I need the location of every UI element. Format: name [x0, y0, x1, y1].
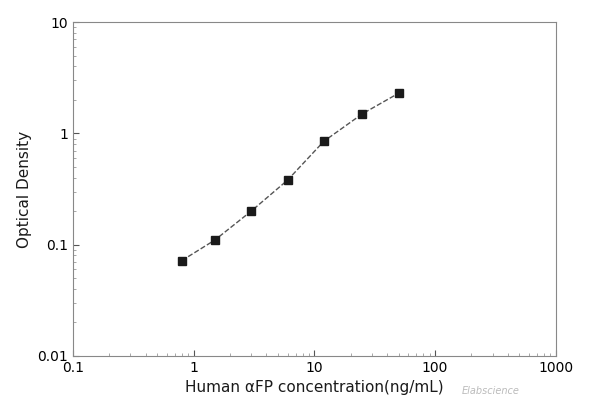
X-axis label: Human αFP concentration(ng/mL): Human αFP concentration(ng/mL) — [185, 380, 444, 396]
Text: Elabscience: Elabscience — [461, 386, 519, 396]
Y-axis label: Optical Density: Optical Density — [17, 131, 32, 248]
